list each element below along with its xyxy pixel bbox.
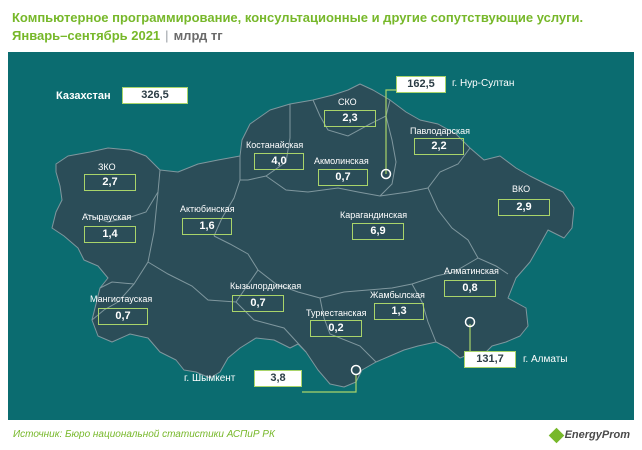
map-shapes — [51, 83, 575, 393]
border-pavlodar-vko — [427, 147, 509, 275]
border-karaganda-zhambyl — [319, 257, 479, 299]
border-zhambyl-almaty — [411, 283, 437, 343]
city-label-shymkent: г. Шымкент — [184, 373, 236, 384]
callout-line-shymkent — [302, 374, 357, 393]
region-label-zhambyl: Жамбылская — [370, 290, 425, 300]
region-label-atyrau: Атырауская — [82, 212, 132, 222]
title-separator: | — [165, 28, 169, 43]
region-label-mangistau: Мангистауская — [90, 294, 153, 304]
period-label: Январь–сентябрь 2021 — [12, 28, 161, 43]
total-label: Казахстан — [56, 90, 111, 102]
region-label-almaty-region: Алматинская — [444, 266, 499, 276]
region-value-sko: 2,3 — [324, 110, 376, 127]
border-zko-aktobe — [85, 169, 161, 223]
brand-name: EnergyProm — [564, 429, 630, 441]
region-value-vko: 2,9 — [498, 199, 550, 216]
kazakhstan-map: Казахстан 326,5 ЗКО 2,7 Атырауская 1,4 М… — [8, 52, 634, 420]
city-value-shymkent: 3,8 — [254, 370, 302, 387]
border-akmola-pavlodar — [379, 115, 397, 197]
border-akmola-karaganda — [265, 175, 429, 197]
region-value-aktobe: 1,6 — [182, 218, 232, 235]
total-value: 326,5 — [122, 87, 188, 104]
border-aktobe-karaganda — [213, 235, 259, 271]
chart-header: Компьютерное программирование, консульта… — [12, 9, 632, 45]
nur-sultan-marker-icon — [380, 168, 392, 180]
page-title: Компьютерное программирование, консульта… — [12, 10, 584, 25]
region-label-sko: СКО — [338, 97, 357, 107]
region-value-turkestan: 0,2 — [310, 320, 362, 337]
city-value-nur-sultan: 162,5 — [396, 76, 446, 93]
region-value-atyrau: 1,4 — [84, 226, 136, 243]
region-label-zko: ЗКО — [98, 162, 116, 172]
region-value-zko: 2,7 — [84, 174, 136, 191]
region-value-kyzylorda: 0,7 — [232, 295, 284, 312]
source-note: Источник: Бюро национальной статистики А… — [13, 429, 275, 440]
border-atyrau-aktobe — [99, 191, 159, 289]
region-value-mangistau: 0,7 — [98, 308, 148, 325]
callout-line-nur-sultan — [385, 89, 396, 174]
region-label-vko: ВКО — [512, 184, 531, 194]
footer: Источник: Бюро национальной статистики А… — [0, 420, 642, 450]
region-value-karaganda: 6,9 — [352, 223, 404, 240]
border-aktobe-kostanay — [213, 156, 241, 237]
city-label-nur-sultan: г. Нур-Султан — [452, 78, 515, 89]
border-turkestan-zhambyl — [319, 297, 377, 363]
region-label-aktobe: Актюбинская — [180, 204, 235, 214]
unit-label: млрд тг — [173, 28, 223, 43]
region-value-akmola: 0,7 — [318, 169, 368, 186]
border-aktobe-kyzylorda — [147, 261, 259, 303]
region-label-karaganda: Карагандинская — [340, 210, 408, 220]
region-value-zhambyl: 1,3 — [374, 303, 424, 320]
almaty-marker-icon — [464, 316, 476, 328]
page-subtitle: Январь–сентябрь 2021 | млрд тг — [12, 27, 632, 45]
region-label-akmola: Акмолинская — [314, 156, 369, 166]
energyprom-logo-icon — [548, 427, 564, 443]
region-label-turkestan: Туркестанская — [306, 308, 367, 318]
region-value-almaty-region: 0,8 — [444, 280, 496, 297]
border-kyzylorda-karaganda — [257, 269, 321, 299]
region-label-kostanay: Костанайская — [246, 140, 304, 150]
city-label-almaty: г. Алматы — [523, 354, 568, 365]
region-label-pavlodar: Павлодарская — [410, 126, 470, 136]
region-label-kyzylorda: Кызылординская — [230, 281, 302, 291]
brand-logo: EnergyProm — [548, 427, 630, 443]
shymkent-marker-icon — [350, 364, 362, 376]
region-value-pavlodar: 2,2 — [414, 138, 464, 155]
city-value-almaty: 131,7 — [464, 351, 516, 368]
region-value-kostanay: 4,0 — [254, 153, 304, 170]
